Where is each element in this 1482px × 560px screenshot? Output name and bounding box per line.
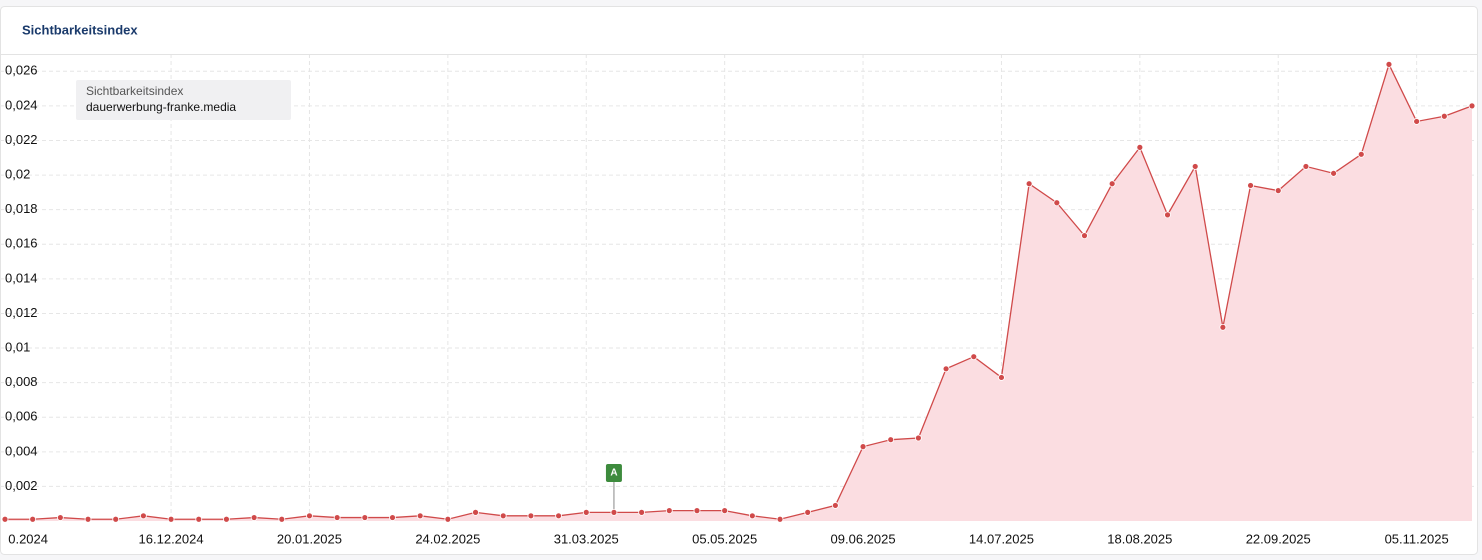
point — [1053, 199, 1061, 207]
y-tick-label: 0,01 — [5, 339, 30, 354]
point — [998, 374, 1005, 381]
point — [195, 515, 203, 523]
point — [1108, 180, 1116, 188]
x-tick-label: 05.05.2025 — [692, 531, 757, 546]
point — [112, 515, 120, 523]
x-tick-label: 24.02.2025 — [415, 531, 480, 546]
point — [1357, 150, 1365, 158]
point — [416, 512, 424, 520]
legend-domain: dauerwerbung-franke.media — [86, 100, 236, 114]
point — [527, 512, 535, 520]
y-tick-label: 0,024 — [5, 97, 38, 112]
legend-title: Sichtbarkeitsindex — [86, 84, 183, 98]
point — [970, 353, 978, 361]
point — [1081, 232, 1088, 240]
point — [1025, 180, 1033, 188]
point — [167, 515, 175, 523]
point — [748, 512, 756, 520]
x-tick-label: 18.08.2025 — [1107, 531, 1172, 546]
point — [1440, 112, 1448, 120]
point — [84, 515, 92, 523]
x-tick-label: 31.03.2025 — [554, 531, 619, 546]
point — [472, 508, 479, 516]
y-tick-label: 0,016 — [5, 236, 38, 251]
y-tick-label: 0,002 — [5, 478, 38, 493]
point — [831, 502, 839, 509]
y-tick-label: 0,004 — [5, 443, 38, 458]
point — [139, 512, 147, 520]
line — [5, 62, 1473, 520]
point — [1191, 163, 1199, 170]
point — [887, 436, 895, 444]
point — [278, 515, 286, 523]
point — [721, 507, 729, 515]
point — [610, 508, 618, 516]
y-tick-label: 0,012 — [5, 305, 38, 320]
point — [1413, 118, 1421, 125]
y-tick-label: 0,018 — [5, 201, 38, 216]
y-tick-label: 0,008 — [5, 374, 38, 389]
point — [444, 515, 452, 523]
point — [776, 515, 784, 523]
point — [1468, 102, 1476, 110]
x-tick-label: 05.11.2025 — [1385, 531, 1449, 546]
point — [582, 508, 590, 516]
point — [499, 512, 507, 520]
point — [942, 365, 950, 373]
chart-title: Sichtbarkeitsindex — [22, 22, 138, 37]
x-tick-label: 20.01.2025 — [277, 531, 342, 546]
point — [1247, 182, 1254, 189]
point — [804, 508, 812, 516]
point — [250, 514, 258, 521]
point — [389, 514, 396, 521]
point — [1136, 143, 1144, 151]
y-tick-label: 0,02 — [5, 167, 30, 182]
legend-box — [76, 80, 291, 120]
point — [638, 508, 646, 516]
annotation-flag — [605, 464, 622, 482]
point — [1274, 187, 1282, 195]
y-tick-label: 0,014 — [5, 270, 38, 285]
x-tick-label: 0.2024 — [8, 531, 48, 546]
point — [56, 514, 64, 521]
point — [665, 507, 673, 515]
x-tick-label: 22.09.2025 — [1246, 531, 1311, 546]
x-tick-label: 16.12.2024 — [139, 531, 204, 546]
point — [223, 515, 230, 523]
point — [1385, 60, 1393, 68]
y-tick-label: 0,026 — [5, 63, 38, 78]
point — [1302, 163, 1310, 170]
point — [859, 443, 867, 451]
area — [5, 64, 1472, 521]
x-tick-label: 14.07.2025 — [969, 531, 1034, 546]
y-tick-label: 0,006 — [5, 409, 38, 424]
annotation-label: A — [610, 468, 617, 479]
point — [693, 507, 701, 515]
y-tick-label: 0,022 — [5, 132, 38, 147]
point — [1330, 169, 1338, 177]
point — [306, 512, 313, 520]
point — [1219, 323, 1227, 331]
point — [555, 512, 562, 520]
point — [915, 434, 922, 442]
point — [29, 515, 37, 523]
point — [333, 514, 341, 521]
point — [361, 514, 369, 521]
x-tick-label: 09.06.2025 — [831, 531, 896, 546]
point — [1, 515, 9, 523]
point — [1164, 211, 1171, 219]
